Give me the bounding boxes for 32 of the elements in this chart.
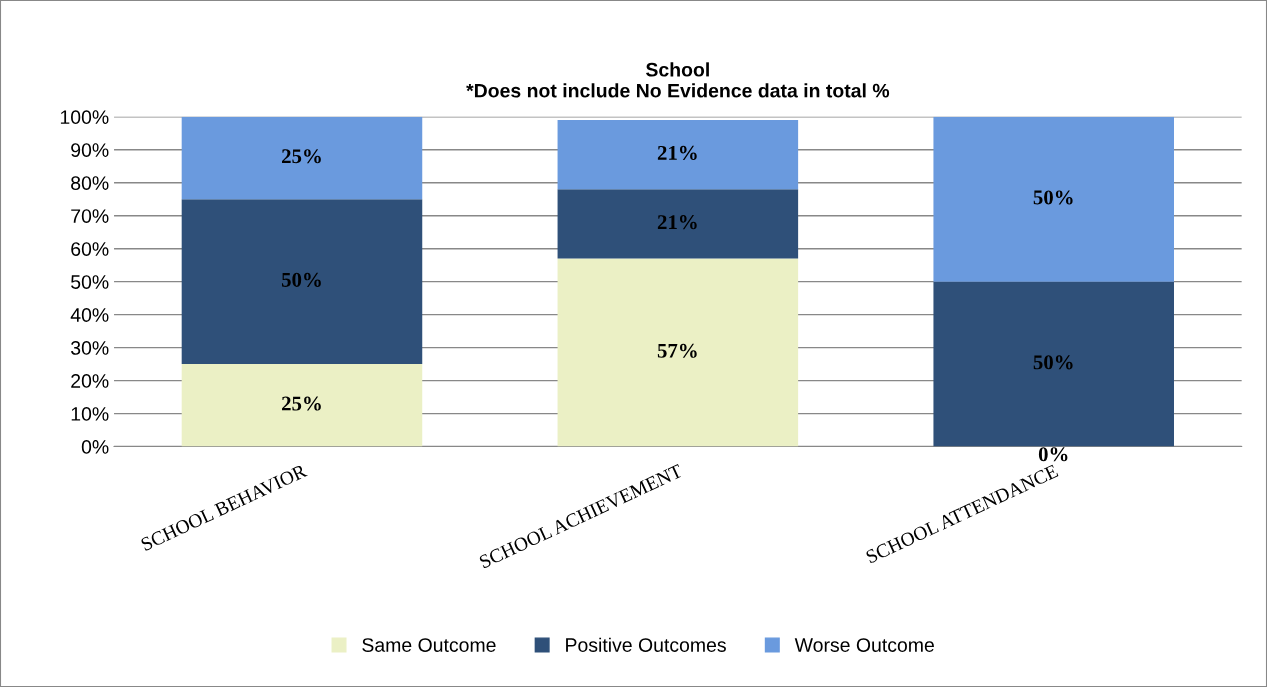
y-tick-label: 60% [71, 242, 109, 256]
bar [933, 281, 1174, 447]
legend-label: Same Outcome [362, 638, 496, 652]
legend-label: Worse Outcome [794, 638, 934, 652]
bar [933, 116, 1174, 282]
chart-title: School *Does not include No Evidence data in total % [466, 62, 890, 98]
y-tick-label: 90% [71, 143, 109, 157]
text: 21% [657, 145, 697, 160]
text: 50% [1033, 355, 1073, 370]
bar [557, 189, 799, 259]
y-tick-label: 40% [70, 308, 109, 322]
y-tick-label: 100% [60, 110, 109, 125]
bar [181, 364, 423, 447]
y-tick-label: 0% [81, 440, 109, 454]
bar [181, 199, 423, 365]
y-tick-label: 70% [71, 209, 109, 223]
y-tick-label: 80% [71, 176, 109, 190]
text: 0% [1038, 447, 1068, 462]
text: 25% [282, 396, 321, 411]
text: 57% [657, 343, 697, 358]
y-tick-label: 10% [71, 407, 109, 421]
bar [181, 116, 423, 200]
y-tick-label: 20% [71, 374, 109, 388]
y-tick-label: 30% [70, 341, 109, 355]
text: 50% [281, 272, 321, 287]
legend-label: Positive Outcomes [566, 637, 726, 652]
text: 50% [1033, 190, 1073, 205]
text: 21% [657, 215, 697, 230]
y-tick-label: 50% [71, 275, 109, 289]
text: 25% [282, 149, 321, 164]
bar [557, 258, 799, 447]
bar [557, 120, 799, 190]
